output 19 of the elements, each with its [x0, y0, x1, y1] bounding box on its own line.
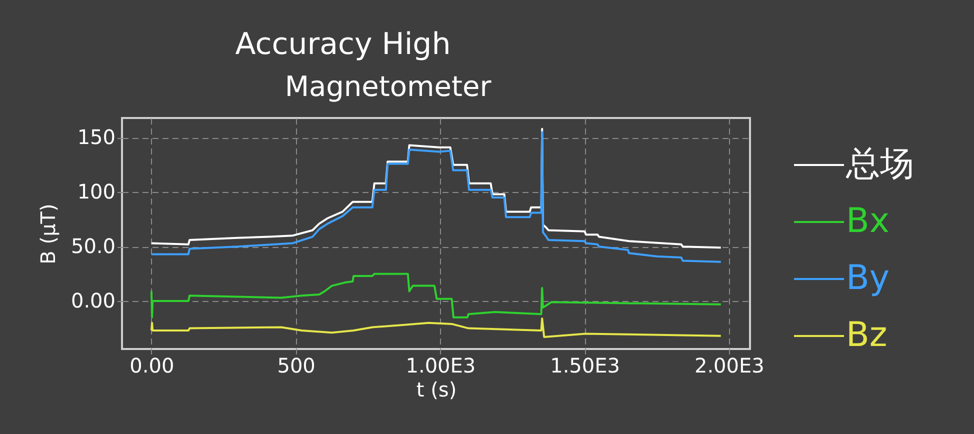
- x-tick-label: 1.00E3: [406, 354, 476, 378]
- x-tick-label: 2.00E3: [694, 354, 764, 378]
- y-axis-title: B (µT): [36, 204, 60, 264]
- legend-label: Bx: [846, 201, 890, 241]
- x-axis-title: t (s): [416, 378, 457, 402]
- y-tick-label: 150: [77, 125, 116, 150]
- legend-label: Bz: [846, 315, 888, 355]
- legend-label: 总场: [845, 144, 914, 184]
- y-tick-label: 0.00: [70, 288, 116, 313]
- y-tick-label: 100: [77, 180, 116, 204]
- line-series: [150, 272, 722, 318]
- y-tick-label: 50.0: [70, 234, 116, 258]
- x-tick-label: 500: [277, 354, 316, 378]
- chart-title: Accuracy High: [235, 27, 451, 62]
- line-series: [150, 317, 722, 338]
- legend-label: By: [846, 258, 890, 298]
- chart-subtitle: Magnetometer: [284, 70, 492, 103]
- x-tick-label: 1.50E3: [550, 354, 620, 378]
- x-tick-label: 0.00: [130, 354, 174, 378]
